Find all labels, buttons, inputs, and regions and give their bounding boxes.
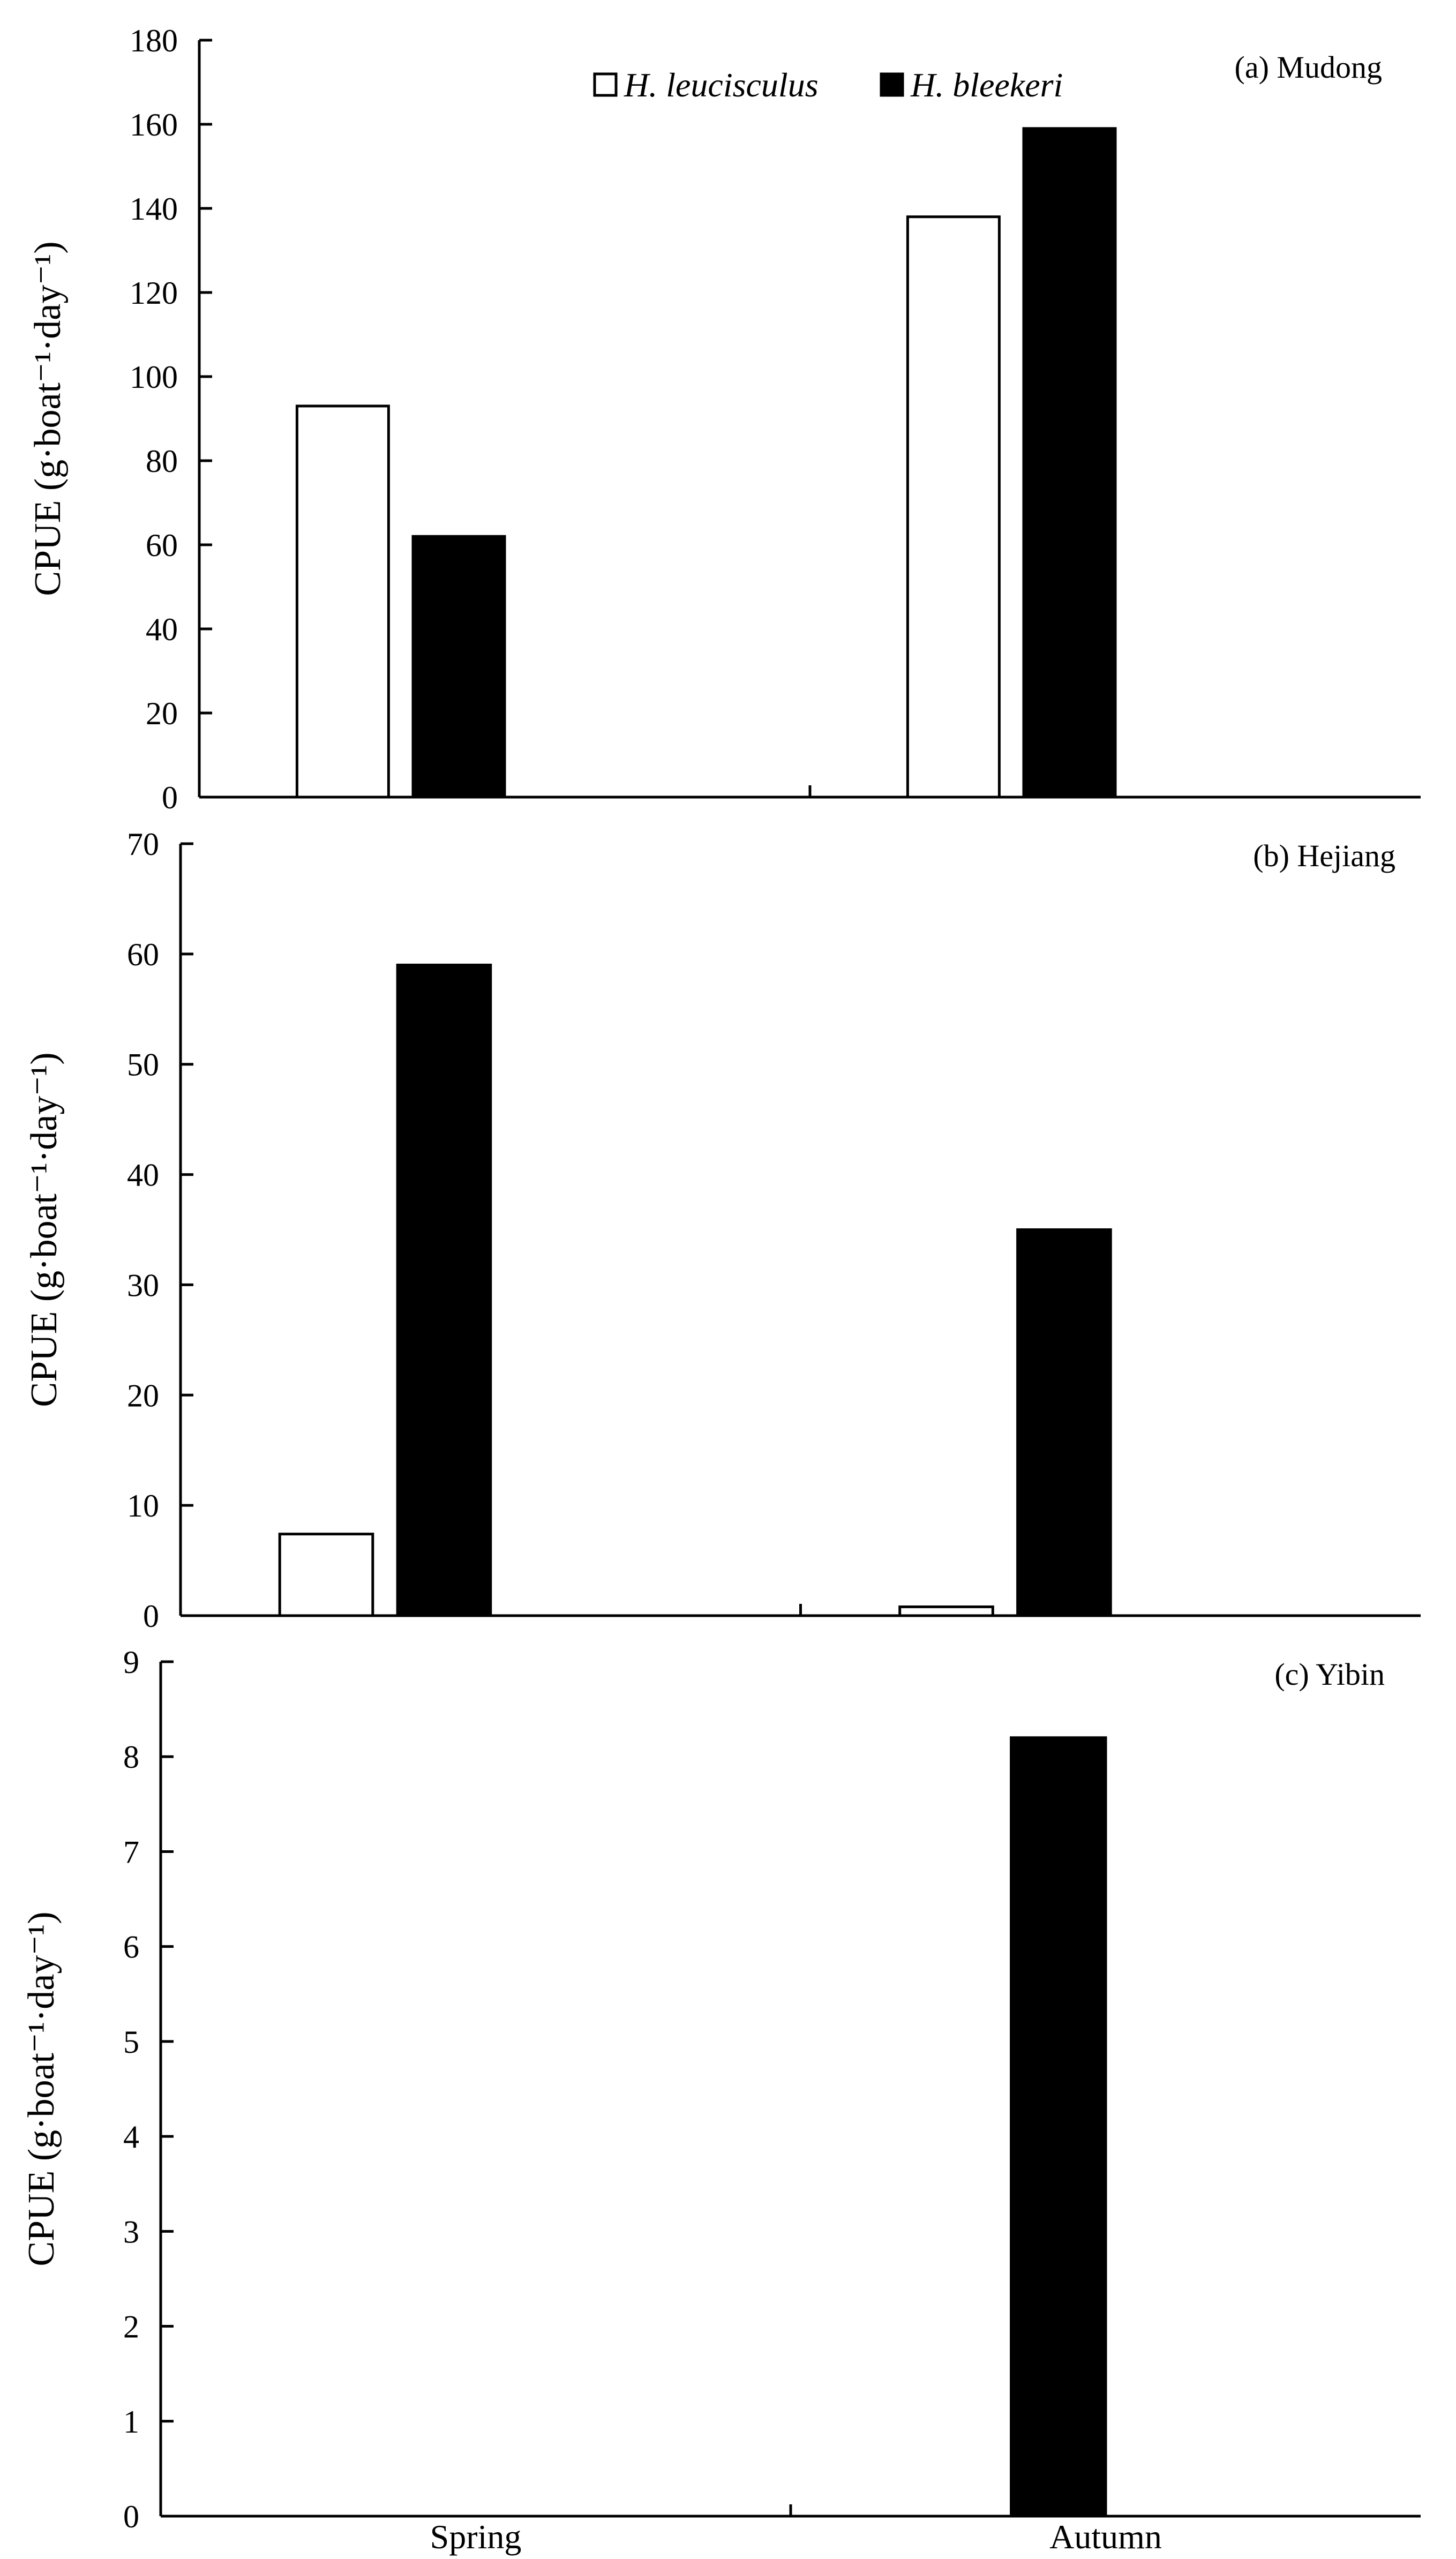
y-tick-label: 9 — [123, 1645, 139, 1680]
bar-h-leucisculus-autumn — [906, 215, 1001, 799]
y-tick-label: 20 — [146, 696, 178, 731]
y-tick-label: 40 — [146, 612, 178, 647]
bar-h-bleekeri-spring — [396, 963, 492, 1617]
y-tick-label: 4 — [123, 2119, 139, 2155]
bar-h-bleekeri-autumn — [1022, 127, 1117, 799]
panel-title: (a) Mudong — [1235, 50, 1382, 85]
bar-h-bleekeri-autumn — [1016, 1228, 1112, 1617]
y-tick-label: 60 — [146, 528, 178, 563]
chart-panel-3: 0 1 2 3 4 5 6 7 8 9 CPUE (g·boat⁻¹·day⁻¹) (c) Yibin — [21, 1645, 1421, 2534]
y-tick-label: 7 — [123, 1834, 139, 1870]
legend-label-h-leucisculus: H. leucisculus — [624, 66, 819, 104]
x-category-label-spring: Spring — [430, 2518, 522, 2556]
chart-panel-2: 0 10 20 30 40 50 60 70 CPUE (g·boat⁻¹·day⁻¹) (b) … — [24, 827, 1421, 1634]
y-tick-label: 0 — [123, 2499, 139, 2534]
y-tick-label: 100 — [130, 359, 178, 395]
y-tick-label: 140 — [130, 191, 178, 227]
panel-title: (c) Yibin — [1274, 1657, 1385, 1692]
bar-h-leucisculus-autumn — [898, 1605, 994, 1617]
y-axis-label: CPUE (g·boat⁻¹·day⁻¹) — [24, 1052, 65, 1407]
legend: H. leucisculus H. bleekeri — [593, 66, 1063, 104]
y-tick-label: 160 — [130, 107, 178, 142]
y-tick-label: 0 — [162, 780, 178, 815]
y-tick-label: 3 — [123, 2214, 139, 2249]
y-tick-label: 6 — [123, 1930, 139, 1965]
y-tick-label: 8 — [123, 1739, 139, 1775]
legend-label-h-bleekeri: H. bleekeri — [910, 66, 1063, 104]
y-tick-label: 120 — [130, 275, 178, 311]
y-tick-label: 80 — [146, 444, 178, 479]
y-tick-label: 40 — [127, 1158, 159, 1193]
legend-swatch-h-bleekeri — [880, 72, 904, 97]
y-tick-label: 10 — [127, 1488, 159, 1524]
y-tick-label: 30 — [127, 1267, 159, 1303]
y-tick-label: 50 — [127, 1047, 159, 1083]
y-tick-label: 60 — [127, 937, 159, 972]
bar-h-leucisculus-spring — [278, 1533, 374, 1617]
bar-h-bleekeri-autumn — [1010, 1736, 1107, 2518]
y-axis-label: CPUE (g·boat⁻¹·day⁻¹) — [21, 1911, 62, 2266]
y-tick-label: 180 — [130, 23, 178, 58]
legend-swatch-h-leucisculus — [593, 72, 618, 97]
y-tick-label: 2 — [123, 2309, 139, 2345]
chart-panel-1: 0 20 40 60 80 100 120 140 160 180 CPUE (g·boat⁻¹·d… — [27, 23, 1421, 815]
y-axis-label: CPUE (g·boat⁻¹·day⁻¹) — [27, 241, 69, 596]
y-tick-label: 0 — [143, 1599, 159, 1634]
bar-h-bleekeri-spring — [411, 535, 506, 799]
y-tick-label: 1 — [123, 2404, 139, 2440]
y-tick-label: 70 — [127, 827, 159, 862]
y-tick-label: 20 — [127, 1378, 159, 1413]
panel-title: (b) Hejiang — [1253, 838, 1395, 873]
bar-h-leucisculus-spring — [295, 404, 390, 799]
y-tick-label: 5 — [123, 2024, 139, 2060]
x-category-label-autumn: Autumn — [1049, 2518, 1162, 2556]
